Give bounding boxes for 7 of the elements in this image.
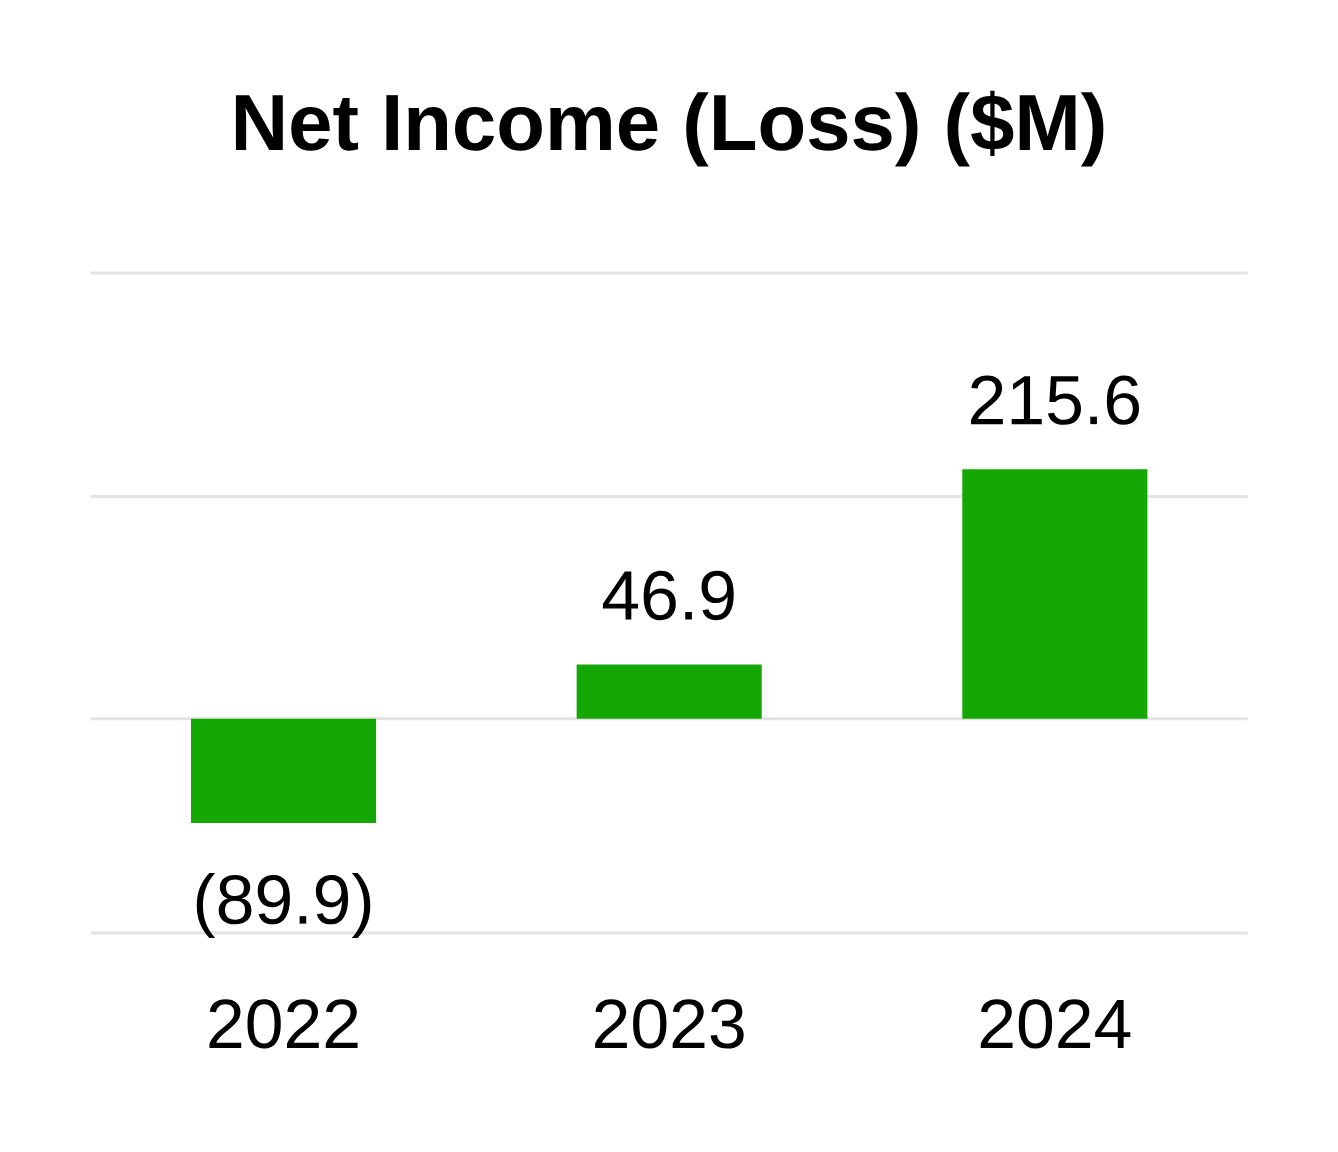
x-tick-label: 2022 <box>209 999 358 1049</box>
chart-title: Net Income (Loss) ($M) <box>235 90 1104 167</box>
data-label: (89.9) <box>196 873 371 939</box>
x-tick-label: 2023 <box>595 999 744 1049</box>
x-tick-label: 2024 <box>980 999 1131 1049</box>
data-label: 215.6 <box>971 375 1140 425</box>
data-label: 46.9 <box>602 570 734 621</box>
